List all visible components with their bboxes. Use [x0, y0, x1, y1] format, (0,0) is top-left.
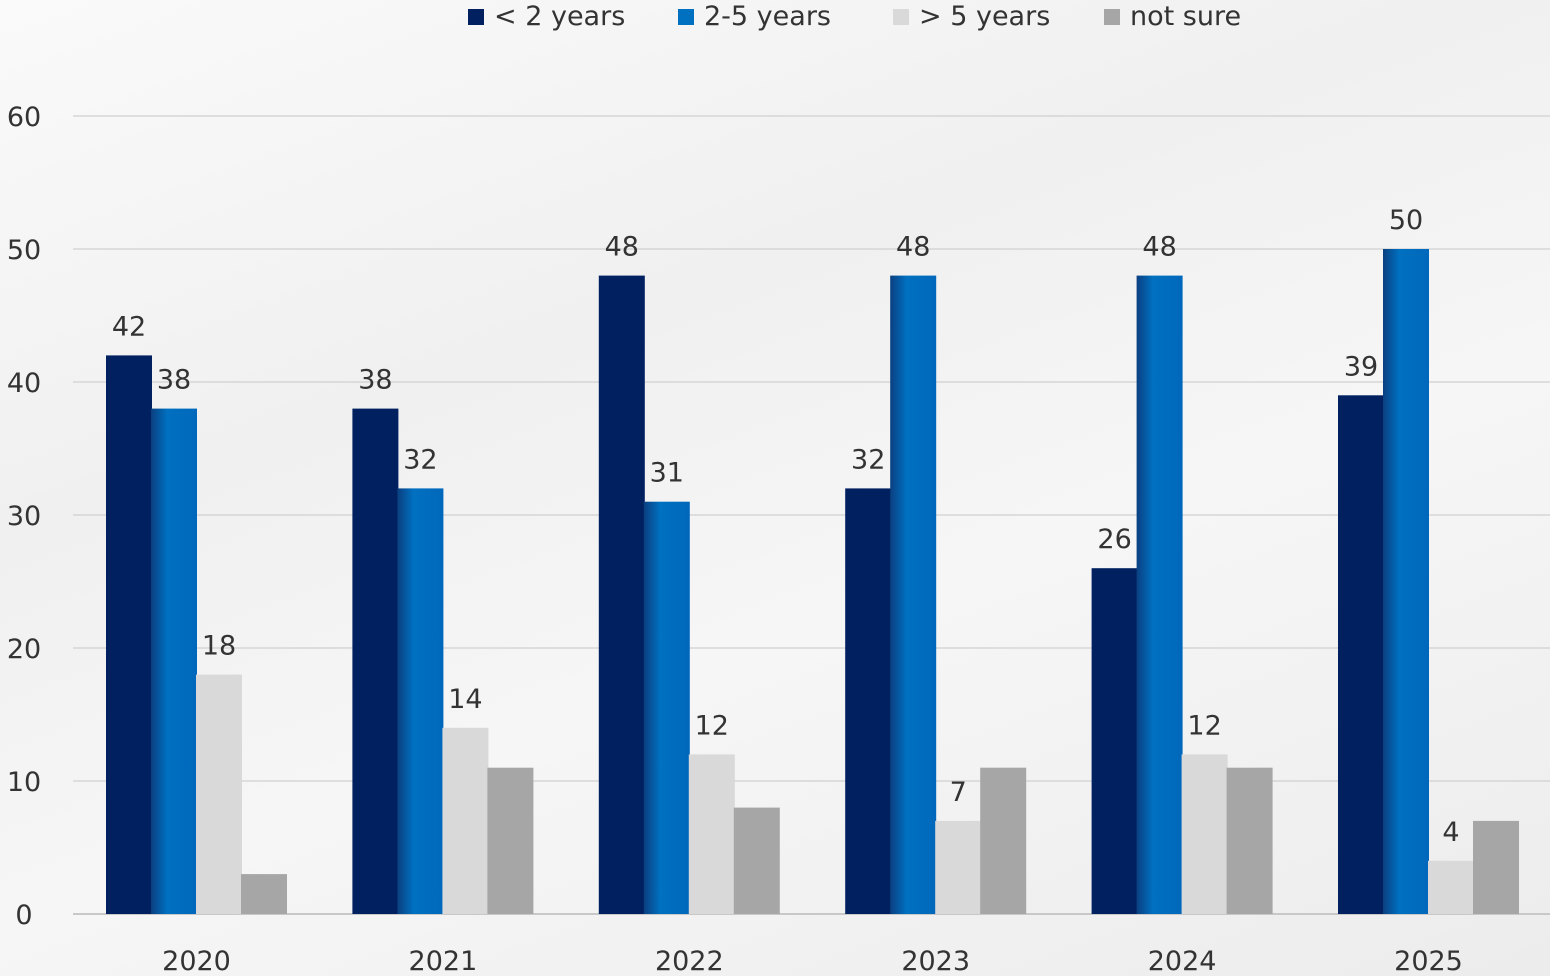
bar — [688, 754, 735, 914]
bar — [643, 501, 690, 914]
x-tick-label: 2024 — [1148, 946, 1217, 976]
bar — [397, 488, 444, 914]
legend-item-gt5: > 5 years — [893, 0, 1050, 34]
legend-label-2to5: 2-5 years — [704, 1, 831, 32]
legend-item-lt2: < 2 years — [468, 0, 625, 34]
legend: < 2 years 2-5 years > 5 years not sure — [0, 0, 1550, 34]
data-label: 14 — [448, 684, 482, 715]
bar — [1091, 568, 1138, 914]
legend-label-gt5: > 5 years — [919, 1, 1051, 32]
data-label: 18 — [202, 631, 236, 662]
data-label: 31 — [650, 458, 684, 489]
bar — [935, 820, 982, 914]
y-tick-label: 10 — [7, 767, 41, 798]
data-label: 38 — [358, 365, 392, 396]
legend-label-not-sure: not sure — [1130, 1, 1242, 32]
data-label: 38 — [157, 365, 191, 396]
bar — [733, 807, 780, 914]
x-tick-label: 2020 — [162, 946, 231, 976]
bar — [845, 488, 892, 914]
data-label: 32 — [851, 444, 885, 475]
gridlines — [73, 115, 1550, 915]
bar — [1338, 395, 1384, 914]
bar — [890, 275, 937, 915]
data-label: 42 — [112, 311, 146, 342]
bar — [352, 408, 399, 914]
bar — [241, 874, 287, 914]
bar — [442, 727, 489, 914]
bar — [1428, 860, 1474, 914]
bar — [1226, 767, 1273, 914]
data-labels: 42 38 18 38 32 14 48 31 12 32 48 7 26 48 12 39 50 4 — [112, 205, 1460, 848]
x-tick-label: 2021 — [409, 946, 478, 976]
x-tick-label: 2025 — [1394, 946, 1463, 976]
bar — [196, 674, 242, 914]
data-label: 26 — [1097, 524, 1131, 555]
y-tick-label: 40 — [7, 368, 41, 399]
bar — [1136, 275, 1183, 915]
bar — [1181, 754, 1228, 914]
data-label: 32 — [403, 444, 437, 475]
data-label: 7 — [950, 777, 967, 808]
y-tick-label: 60 — [7, 102, 41, 133]
bar — [980, 767, 1027, 914]
data-label: 39 — [1344, 351, 1378, 382]
data-label: 12 — [1187, 710, 1221, 741]
legend-label-lt2: < 2 years — [494, 1, 626, 32]
bar — [1383, 249, 1429, 914]
bar — [151, 408, 197, 914]
bars — [106, 249, 1519, 915]
data-label: 48 — [896, 232, 930, 263]
legend-swatch-2to5 — [678, 9, 694, 25]
legend-swatch-lt2 — [468, 9, 484, 25]
legend-item-not-sure: not sure — [1104, 0, 1241, 34]
y-axis-ticks: 0 10 20 30 40 50 60 — [7, 102, 41, 931]
data-label: 48 — [605, 232, 639, 263]
y-tick-label: 50 — [7, 235, 41, 266]
y-tick-label: 30 — [7, 501, 41, 532]
data-label: 4 — [1442, 817, 1459, 848]
bar — [598, 275, 645, 915]
bar — [487, 767, 534, 914]
legend-swatch-gt5 — [893, 9, 909, 25]
legend-swatch-not-sure — [1104, 9, 1120, 25]
x-axis-ticks: 2020 2021 2022 2023 2024 2025 — [162, 946, 1463, 976]
bar — [1473, 820, 1519, 914]
data-label: 12 — [695, 710, 729, 741]
y-tick-label: 0 — [15, 900, 32, 931]
legend-item-2to5: 2-5 years — [678, 0, 831, 34]
data-label: 48 — [1142, 232, 1176, 263]
y-tick-label: 20 — [7, 634, 41, 665]
bar — [106, 355, 152, 914]
x-tick-label: 2023 — [901, 946, 970, 976]
x-tick-label: 2022 — [655, 946, 724, 976]
data-label: 50 — [1389, 205, 1423, 236]
